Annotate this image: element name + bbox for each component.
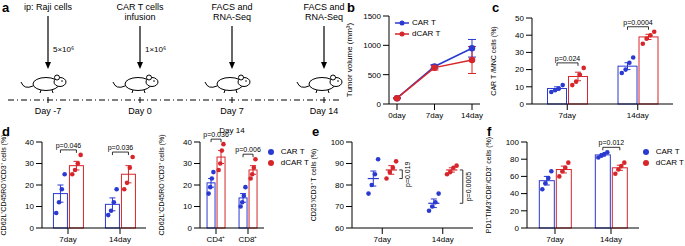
svg-text:40: 40 bbox=[25, 138, 34, 147]
svg-text:90: 90 bbox=[335, 159, 344, 168]
svg-text:20: 20 bbox=[25, 181, 34, 190]
html-text:a: a bbox=[2, 0, 10, 15]
svg-text:20: 20 bbox=[510, 207, 519, 216]
svg-text:PD1⁺TIM3⁺CD8⁺/CD3⁺ cells (%): PD1⁺TIM3⁺CD8⁺/CD3⁺ cells (%) bbox=[485, 137, 493, 233]
svg-text:7day: 7day bbox=[374, 235, 391, 244]
html-text:f: f bbox=[487, 124, 492, 139]
svg-text:7day: 7day bbox=[559, 111, 576, 120]
html-text:dCAR T: dCAR T bbox=[280, 158, 309, 167]
svg-text:1000: 1000 bbox=[363, 41, 381, 50]
svg-text:14day: 14day bbox=[109, 235, 131, 244]
svg-text:p=0.019: p=0.019 bbox=[404, 161, 412, 187]
svg-text:0: 0 bbox=[520, 100, 525, 109]
svg-text:5×10⁶: 5×10⁶ bbox=[53, 45, 74, 54]
svg-text:30: 30 bbox=[183, 159, 192, 168]
svg-text:40: 40 bbox=[183, 138, 192, 147]
svg-text:CD62L⁺CD45RO⁺/CD3⁺ cells (%): CD62L⁺CD45RO⁺/CD3⁺ cells (%) bbox=[158, 135, 166, 236]
svg-text:CD25⁺/CD3⁺ T cells (%): CD25⁺/CD3⁺ T cells (%) bbox=[310, 149, 318, 222]
svg-text:Day 14: Day 14 bbox=[310, 106, 339, 116]
html-text:Day 14: Day 14 bbox=[219, 126, 245, 135]
svg-text:p=0.046: p=0.046 bbox=[56, 142, 82, 150]
svg-text:1500: 1500 bbox=[363, 12, 381, 21]
html-text:CAR T: CAR T bbox=[280, 147, 305, 156]
html-text:CAR T: CAR T bbox=[412, 18, 436, 27]
svg-text:FACS and: FACS and bbox=[211, 2, 252, 12]
svg-text:60: 60 bbox=[335, 224, 344, 233]
svg-text:80: 80 bbox=[510, 155, 519, 164]
svg-text:p=0.0004: p=0.0004 bbox=[623, 19, 652, 27]
svg-text:RNA-Seq: RNA-Seq bbox=[213, 12, 251, 22]
svg-text:ip: Raji cells: ip: Raji cells bbox=[24, 2, 73, 12]
svg-text:Day -7: Day -7 bbox=[35, 106, 62, 116]
svg-text:CAR T /MNC cells (%): CAR T /MNC cells (%) bbox=[490, 26, 498, 95]
svg-text:14day: 14day bbox=[600, 235, 622, 244]
svg-text:Tumor volume (mm³): Tumor volume (mm³) bbox=[345, 22, 354, 97]
svg-text:7day: 7day bbox=[426, 111, 443, 120]
svg-text:60: 60 bbox=[510, 172, 519, 181]
svg-text:100: 100 bbox=[506, 138, 520, 147]
svg-text:80: 80 bbox=[335, 181, 344, 190]
html-text:dCAR T: dCAR T bbox=[655, 158, 684, 167]
svg-text:infusion: infusion bbox=[124, 12, 155, 22]
svg-text:30: 30 bbox=[515, 48, 524, 57]
svg-text:1×10⁶: 1×10⁶ bbox=[145, 45, 166, 54]
svg-text:p=0.012: p=0.012 bbox=[599, 139, 625, 147]
svg-text:7day: 7day bbox=[59, 235, 76, 244]
svg-text:14day: 14day bbox=[432, 235, 454, 244]
svg-text:FACS and: FACS and bbox=[303, 2, 344, 12]
svg-text:CD4⁺: CD4⁺ bbox=[206, 235, 225, 244]
svg-text:0: 0 bbox=[30, 224, 35, 233]
svg-text:0: 0 bbox=[515, 224, 520, 233]
svg-text:0: 0 bbox=[377, 100, 382, 109]
svg-text:RNA-Seq: RNA-Seq bbox=[305, 12, 343, 22]
svg-text:p=0.006: p=0.006 bbox=[235, 146, 261, 154]
svg-text:30: 30 bbox=[25, 159, 34, 168]
svg-text:500: 500 bbox=[368, 71, 382, 80]
svg-text:20: 20 bbox=[515, 65, 524, 74]
svg-text:50: 50 bbox=[515, 14, 524, 23]
svg-text:40: 40 bbox=[515, 31, 524, 40]
svg-text:p=0.0005: p=0.0005 bbox=[465, 172, 473, 201]
svg-text:Day 0: Day 0 bbox=[128, 106, 152, 116]
svg-text:10: 10 bbox=[183, 202, 192, 211]
html-text:e: e bbox=[312, 124, 320, 139]
svg-text:0: 0 bbox=[188, 224, 193, 233]
svg-text:p=0.036: p=0.036 bbox=[108, 144, 134, 152]
svg-text:0day: 0day bbox=[388, 111, 405, 120]
html-text:b: b bbox=[347, 0, 355, 15]
html-text:d: d bbox=[2, 124, 10, 139]
svg-text:10: 10 bbox=[25, 202, 34, 211]
svg-text:70: 70 bbox=[335, 202, 344, 211]
html-text:CAR T: CAR T bbox=[655, 147, 680, 156]
svg-text:p=0.024: p=0.024 bbox=[555, 55, 581, 63]
svg-text:CD8⁺: CD8⁺ bbox=[238, 235, 257, 244]
svg-text:10: 10 bbox=[515, 83, 524, 92]
svg-text:20: 20 bbox=[183, 181, 192, 190]
svg-text:Day 7: Day 7 bbox=[220, 106, 244, 116]
svg-text:p=0.036: p=0.036 bbox=[203, 131, 229, 139]
svg-text:14day: 14day bbox=[461, 111, 483, 120]
svg-text:CAR T cells: CAR T cells bbox=[116, 2, 164, 12]
svg-text:40: 40 bbox=[510, 189, 519, 198]
svg-text:7day: 7day bbox=[546, 235, 563, 244]
svg-text:CD62L⁺CD45RO⁺/CD3⁺ cells (%): CD62L⁺CD45RO⁺/CD3⁺ cells (%) bbox=[0, 135, 8, 236]
html-text:c: c bbox=[492, 0, 500, 15]
svg-text:100: 100 bbox=[331, 138, 345, 147]
html-text:dCAR T: dCAR T bbox=[412, 29, 441, 38]
svg-text:14day: 14day bbox=[627, 111, 649, 120]
